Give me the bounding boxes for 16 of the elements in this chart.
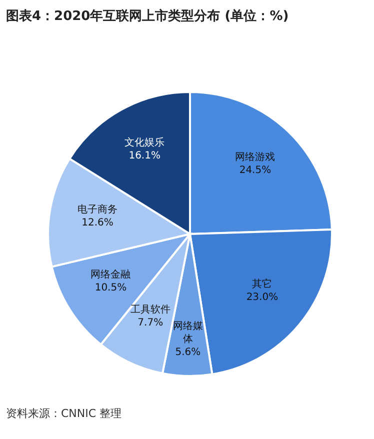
slice-label: 网络媒体 [172,320,203,345]
slice-label: 工具软件 [130,303,170,316]
slice-label: 网络游戏 [235,151,276,164]
data-label: 24.5% [239,165,272,176]
slice-label: 网络金融 [90,268,131,280]
data-label: 5.6% [175,346,201,358]
data-label: 12.6% [82,217,114,228]
slice-label: 电子商务 [78,203,118,216]
chart-title: 图表4：2020年互联网上市类型分布 (单位：%) [6,8,289,24]
slice-label: 其它 [252,278,272,290]
data-label: 7.7% [138,317,164,328]
data-label: 16.1% [128,150,160,162]
data-label: 10.5% [94,282,127,294]
slice-label: 文化娱乐 [124,136,165,149]
data-label: 23.0% [246,292,278,304]
text: 资料来源：CNNIC 整理 [6,407,122,420]
